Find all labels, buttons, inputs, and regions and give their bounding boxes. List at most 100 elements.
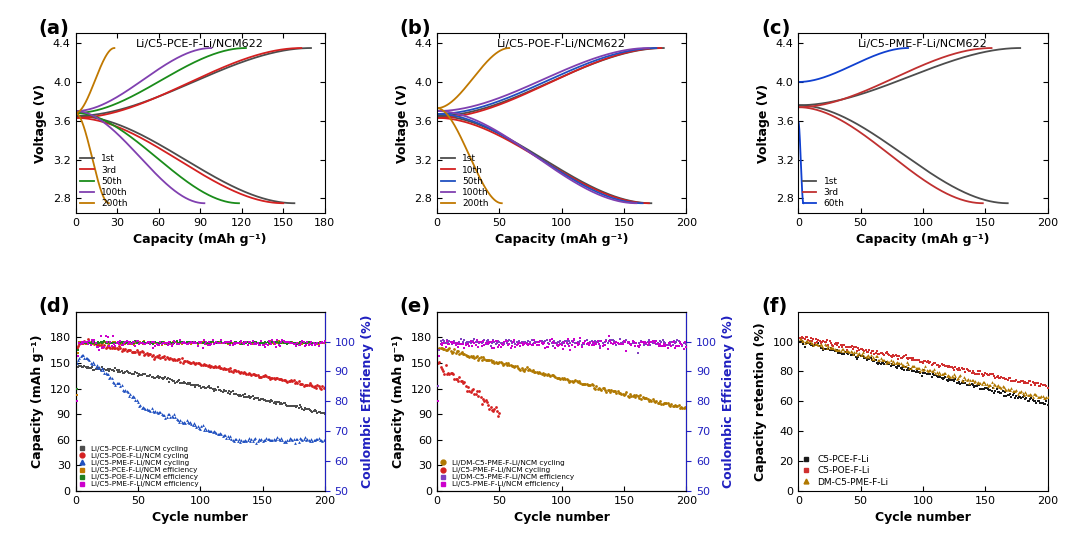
Point [175,338,192,347]
Point [989,380,1007,389]
Point [645,396,662,405]
Point [430,358,447,367]
Point [649,339,666,348]
Point [197,360,214,369]
Point [821,346,838,355]
Point [81,336,98,345]
Point [296,381,313,389]
Point [1016,395,1034,403]
Point [650,339,667,348]
Point [859,351,876,360]
Point [459,339,476,348]
Point [259,396,276,405]
Point [190,382,207,391]
Point [1022,390,1039,399]
Point [258,372,275,381]
Point [539,342,556,351]
Point [867,352,885,360]
Point [77,339,94,348]
Point [648,339,665,348]
Point [167,339,185,348]
Point [153,410,171,419]
Point [230,338,247,347]
Point [219,339,237,348]
Point [1038,397,1055,406]
Point [140,349,158,358]
Point [442,347,459,356]
Point [229,338,246,347]
Point [836,347,853,356]
Point [72,339,90,348]
Point [102,365,119,374]
Point [934,360,951,369]
Point [309,408,326,417]
Point [202,340,219,349]
Point [477,339,495,348]
Point [170,377,187,386]
Point [179,338,197,347]
Point [901,363,918,372]
Point [227,434,244,443]
Point [218,387,235,396]
Point [578,339,595,348]
Point [313,338,330,347]
Point [269,335,286,344]
Point [1025,378,1042,387]
Point [561,341,578,350]
Point [207,338,225,347]
Point [239,392,256,401]
Point [1003,377,1021,386]
Point [794,336,811,345]
Point [955,364,972,373]
Point [123,392,140,401]
Point [631,338,648,347]
Point [974,371,991,380]
Point [138,372,156,381]
Point [199,426,216,435]
Point [675,344,692,353]
Point [248,393,266,402]
Point [943,376,960,384]
Point [105,342,122,351]
Point [570,377,588,386]
Point [1021,390,1038,399]
Point [648,397,665,406]
Point [237,338,254,347]
Point [264,397,281,406]
Point [73,350,91,359]
Point [267,338,284,347]
Point [246,339,264,348]
Point [271,341,288,350]
Point [315,339,333,348]
Point [232,339,249,348]
Point [502,361,519,370]
Point [77,353,94,362]
Point [481,356,498,365]
Point [119,346,136,355]
Point [537,343,554,352]
Point [885,361,902,370]
Point [197,339,214,348]
Point [852,350,869,359]
Point [504,362,522,371]
Point [794,333,811,341]
Point [941,375,958,384]
Point [966,369,983,378]
Point [867,356,885,365]
Point [653,400,671,408]
Point [221,432,239,441]
Point [471,387,488,396]
Text: Li/C5-PME-F-Li/NCM622: Li/C5-PME-F-Li/NCM622 [859,39,988,49]
Point [489,336,507,345]
Point [664,338,681,347]
Point [139,338,157,347]
Point [85,365,103,374]
Point [163,412,180,421]
Point [462,387,480,396]
Point [968,369,985,378]
Point [805,340,822,349]
Point [561,336,578,345]
Point [162,412,179,421]
Point [939,372,956,381]
Point [82,364,99,373]
